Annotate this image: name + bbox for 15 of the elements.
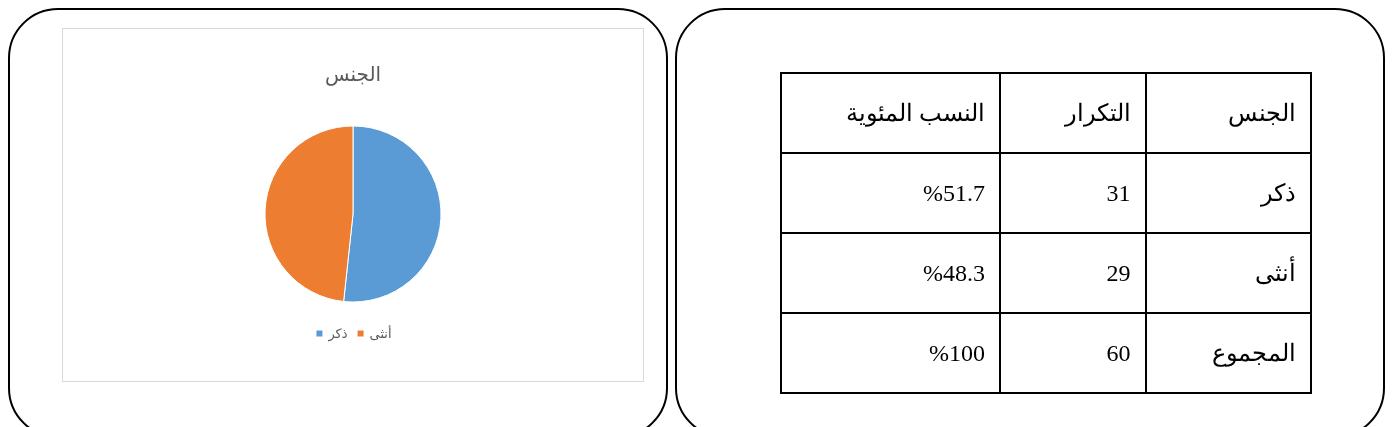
data-label: 60 [1106, 339, 1131, 366]
legend-label: ذكر [327, 326, 348, 342]
category-label: ذكر [1145, 153, 1311, 233]
data-label: %48.3 [923, 259, 986, 286]
data-label: %51.7 [923, 179, 986, 206]
data-label: 29 [1106, 259, 1131, 286]
text: الجنس [1145, 73, 1311, 153]
data-label: %100 [929, 339, 986, 366]
data-label: 31 [1106, 179, 1131, 206]
text: التكرار [1000, 73, 1146, 153]
text: النسب المئوية [781, 73, 1001, 153]
category-label: أنثى [1145, 233, 1311, 313]
category-label: المجموع [1145, 313, 1311, 393]
chart-title: الجنس [324, 62, 382, 86]
legend-label: أنثى [369, 325, 392, 341]
